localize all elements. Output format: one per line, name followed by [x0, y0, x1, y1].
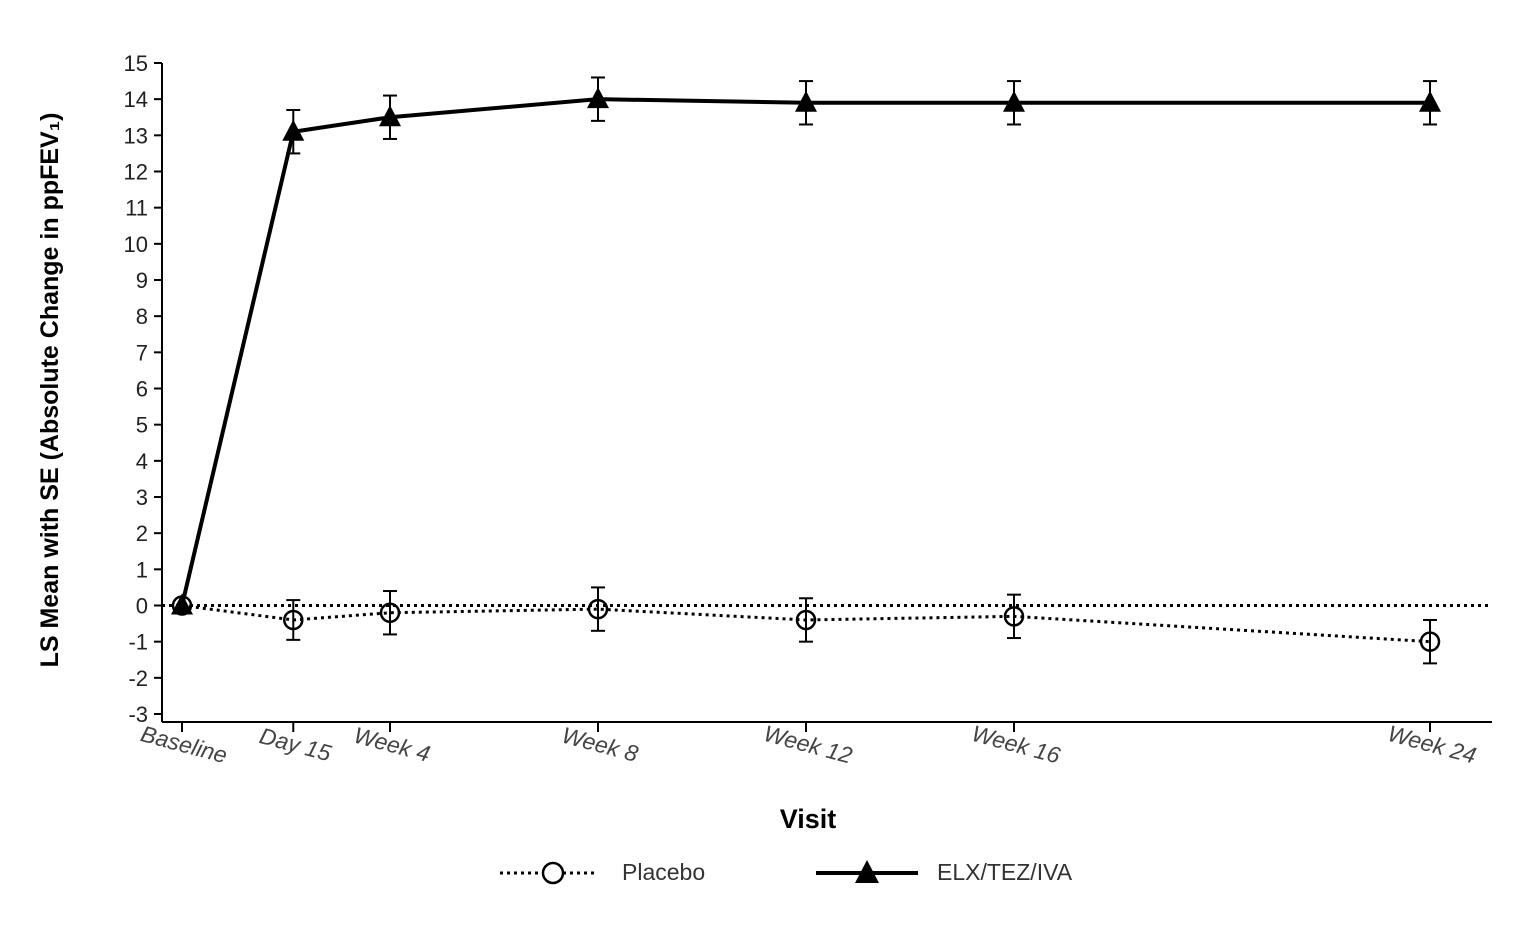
y-tick-label: -1	[128, 630, 148, 655]
data-point-placebo	[1003, 606, 1025, 627]
legend-item-placebo: Placebo	[500, 859, 705, 885]
data-point-placebo	[795, 609, 817, 631]
data-point-placebo	[379, 602, 401, 623]
data-point-elx-tez-iva	[379, 105, 401, 127]
y-tick-label: 15	[124, 51, 148, 76]
data-point-placebo	[1419, 631, 1441, 652]
series-line-elx-tez-iva	[180, 97, 1430, 606]
y-tick-label: 10	[124, 232, 148, 257]
legend: Placebo ELX/TEZ/IVA	[500, 859, 1073, 885]
data-point-elx-tez-iva	[587, 87, 609, 109]
x-axis: Baseline Day 15 Week 4 Week 8 Week 12 Week 16…	[138, 720, 1492, 769]
y-tick-label: -3	[128, 702, 148, 727]
data-point-elx-tez-iva	[795, 90, 817, 112]
legend-label: Placebo	[622, 859, 705, 885]
x-tick-label: Week 12	[761, 720, 855, 769]
data-point-placebo	[283, 609, 304, 631]
x-tick-label: Week 16	[969, 720, 1063, 769]
y-tick-label: 3	[136, 485, 148, 510]
y-tick-label: 6	[136, 377, 148, 402]
x-tick-label: Week 4	[351, 722, 433, 767]
x-tick-label: Week 8	[559, 722, 641, 767]
y-tick-label: 1	[136, 557, 148, 582]
x-tick-label: Day 15	[257, 722, 334, 766]
x-tick-label: Baseline	[138, 720, 230, 768]
y-axis-label: LS Mean with SE (Absolute Change in ppFE…	[36, 113, 64, 668]
data-point-elx-tez-iva	[1003, 90, 1025, 112]
legend-item-elx: ELX/TEZ/IVA	[816, 859, 1073, 885]
data-point-elx-tez-iva	[1419, 90, 1441, 112]
y-tick-label: 2	[136, 521, 148, 546]
open-circle-marker-icon	[541, 861, 565, 885]
data-point-placebo	[587, 598, 609, 620]
y-tick-label: 5	[136, 413, 148, 438]
y-tick-label: 7	[136, 340, 148, 365]
x-axis-label: Visit	[780, 804, 837, 834]
y-tick-label: 8	[136, 304, 148, 329]
y-tick-label: 12	[124, 160, 148, 185]
y-tick-label: 9	[136, 268, 148, 293]
legend-label: ELX/TEZ/IVA	[937, 859, 1073, 885]
y-tick-label: 4	[136, 449, 148, 474]
y-tick-label: 13	[124, 123, 148, 148]
filled-triangle-marker-icon	[855, 860, 879, 883]
y-tick-label: 11	[125, 196, 148, 221]
y-tick-label: -2	[128, 666, 148, 691]
plot-area	[162, 76, 1492, 665]
data-point-elx-tez-iva	[282, 119, 305, 141]
data-point-elx-tez-iva	[171, 593, 193, 615]
y-tick-label: 0	[136, 594, 148, 619]
x-tick-label: Week 24	[1385, 720, 1479, 769]
y-tick-label: 14	[124, 87, 148, 112]
